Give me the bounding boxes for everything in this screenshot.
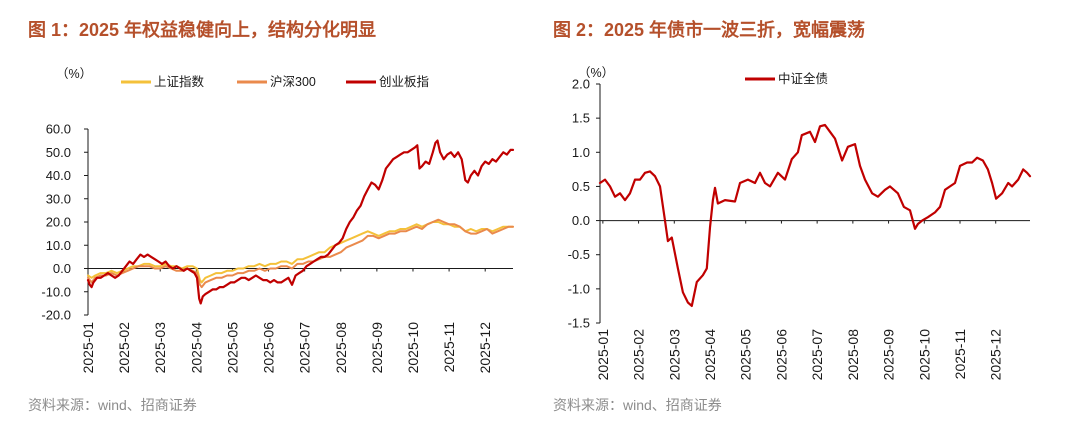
y-tick-label: -10.0 [41, 284, 71, 299]
x-tick-label: 2025-07 [809, 329, 825, 381]
series-line-3 [86, 139, 515, 305]
x-tick-label: 2025-09 [881, 329, 897, 381]
x-tick-label: 2025-03 [666, 329, 682, 381]
y-tick-label: 0.0 [53, 261, 71, 276]
legend-label: 沪深300 [270, 75, 316, 89]
x-tick-label: 2025-04 [702, 329, 718, 381]
y-tick-label: -1.0 [568, 281, 590, 296]
x-tick-label: 2025-07 [297, 322, 313, 374]
x-tick-label: 2025-08 [333, 322, 349, 374]
y-tick-label: -20.0 [41, 308, 71, 323]
legend-item-3: 创业板指 [346, 74, 429, 89]
x-tick-label: 2025-02 [116, 322, 132, 374]
legend-item-1: 上证指数 [121, 74, 205, 89]
figure-1-source: 资料来源：wind、招商证券 [28, 397, 197, 413]
legend-item-1: 中证全债 [745, 71, 828, 86]
y-tick-label: 50.0 [46, 145, 71, 160]
y-tick-label: 2.0 [572, 77, 590, 92]
series-line-1 [87, 221, 514, 284]
series-line-2 [87, 218, 514, 289]
y-tick-label: 1.5 [572, 111, 590, 126]
chart-1: （%） 60.0 50.0 40.0 30.0 20.0 10.0 0.0 -10.0 -20.0… [41, 67, 515, 374]
y-tick-label: -0.5 [568, 247, 590, 262]
x-tick-label: 2025-11 [952, 329, 968, 380]
x-tick-label: 2025-08 [845, 329, 861, 381]
x-tick-label: 2025-01 [595, 329, 611, 381]
y-tick-label: 30.0 [46, 191, 71, 206]
x-tick-label: 2025-05 [738, 329, 754, 381]
legend-label: 中证全债 [778, 71, 828, 86]
legend-label: 上证指数 [154, 74, 205, 89]
y-tick-label: 1.0 [572, 145, 590, 160]
figure-2-title: 图 2：2025 年债市一波三折，宽幅震荡 [553, 20, 866, 40]
x-tick-label: 2025-02 [631, 329, 647, 381]
x-tick-label: 2025-06 [261, 322, 277, 374]
x-tick-label: 2025-03 [152, 322, 168, 374]
y-tick-label: 60.0 [46, 122, 71, 137]
y-tick-label: 40.0 [46, 168, 71, 183]
legend-item-2: 沪深300 [237, 75, 316, 89]
legend-label: 创业板指 [379, 74, 429, 89]
x-tick-label: 2025-10 [405, 322, 421, 374]
chart-2: （%）2.0 1.5 1.0 0.5 0.0 -0.5 -1.0 -1.5 2025-01 202… [568, 66, 1032, 381]
x-tick-label: 2025-11 [441, 322, 457, 373]
x-tick-label: 2025-06 [773, 329, 789, 381]
y-tick-label: -1.5 [568, 316, 590, 331]
y-unit-label: （%） [56, 67, 92, 81]
y-tick-label: 10.0 [46, 238, 71, 253]
y-tick-label: 0.0 [572, 213, 590, 228]
x-tick-label: 2025-05 [224, 322, 240, 374]
x-tick-label: 2025-01 [80, 322, 96, 374]
figure-1-title: 图 1：2025 年权益稳健向上，结构分化明显 [28, 20, 377, 40]
y-tick-label: 20.0 [46, 215, 71, 230]
x-tick-label: 2025-04 [188, 322, 204, 374]
y-tick-label: 0.5 [572, 179, 590, 194]
x-tick-label: 2025-10 [916, 329, 932, 381]
figure-2-source: 资料来源：wind、招商证券 [553, 397, 722, 413]
x-tick-label: 2025-09 [369, 322, 385, 374]
x-tick-label: 2025-12 [477, 322, 493, 374]
x-tick-label: 2025-12 [988, 329, 1004, 381]
y-unit-label: （%） [578, 66, 614, 80]
series-line-1 [598, 123, 1032, 307]
